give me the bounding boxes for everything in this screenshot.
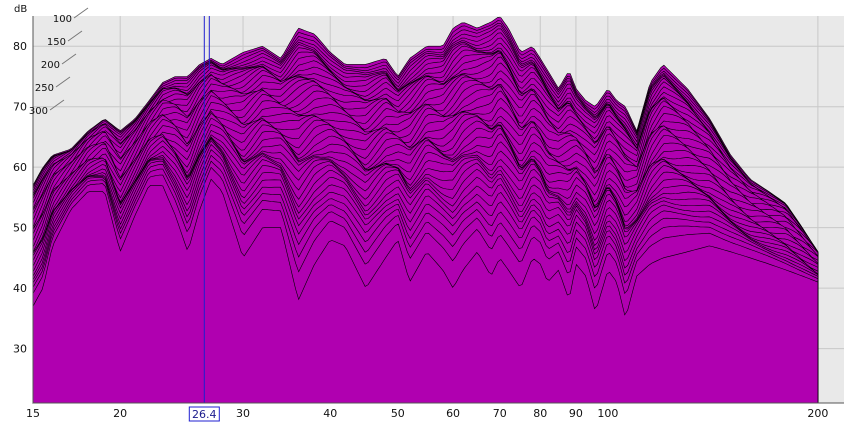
- x-tick-label: 40: [323, 407, 337, 420]
- cursor-readout[interactable]: 26.4: [188, 406, 220, 422]
- y-tick-label: 50: [13, 222, 27, 235]
- x-tick-label: 80: [533, 407, 547, 420]
- depth-tick: [73, 7, 89, 19]
- cursor-readout-text: 26.4: [192, 408, 217, 421]
- x-tick-label: 90: [569, 407, 583, 420]
- x-tick-label: 100: [597, 407, 618, 420]
- y-tick-label: 30: [13, 343, 27, 356]
- x-tick-label: 30: [236, 407, 250, 420]
- x-tick-label: 50: [391, 407, 405, 420]
- y-tick-label: 40: [13, 282, 27, 295]
- depth-label: 100: [53, 14, 72, 25]
- y-tick-label: 60: [13, 161, 27, 174]
- x-tick-label: 70: [493, 407, 507, 420]
- cursor-readout-box[interactable]: [188, 406, 220, 422]
- y-tick-label: 70: [13, 101, 27, 114]
- depth-tick: [61, 53, 77, 65]
- depth-label: 250: [35, 83, 54, 94]
- depth-label: 300: [29, 106, 48, 117]
- x-tick-label: 15: [26, 407, 40, 420]
- depth-label: 150: [47, 37, 66, 48]
- x-tick-label: 200: [807, 407, 828, 420]
- depth-labels: 100 150 200 250 300: [29, 7, 89, 117]
- depth-label: 200: [41, 60, 60, 71]
- y-axis-unit: dB: [14, 4, 27, 15]
- axes: 30 40 50 60 70 80 15 20 30 40 50 60 70 80 90 100 200: [13, 16, 844, 420]
- x-tick-label: 20: [113, 407, 127, 420]
- y-tick-label: 80: [13, 40, 27, 53]
- depth-tick: [55, 76, 71, 88]
- depth-tick: [49, 99, 65, 111]
- x-tick-label: 60: [446, 407, 460, 420]
- waterfall-slice: [32, 178, 819, 404]
- depth-tick: [67, 30, 83, 42]
- waterfall-slices: [32, 16, 819, 404]
